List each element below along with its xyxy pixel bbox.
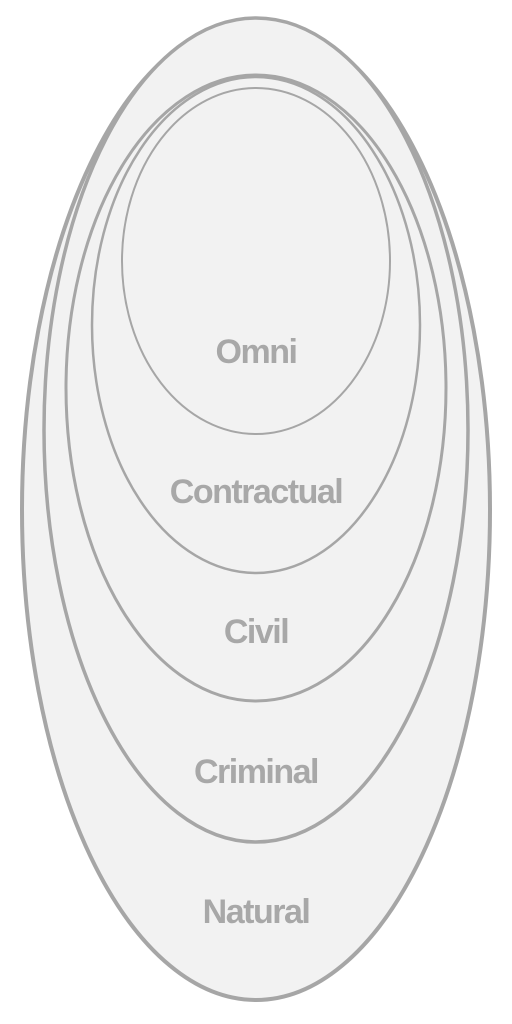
layer-omni-label: Omni <box>216 333 297 371</box>
layer-omni-ellipse <box>121 87 391 435</box>
layer-civil-label: Civil <box>224 613 288 651</box>
layer-contractual-label: Contractual <box>170 473 342 511</box>
layer-natural-label: Natural <box>203 893 310 931</box>
layer-criminal-label: Criminal <box>194 753 318 791</box>
